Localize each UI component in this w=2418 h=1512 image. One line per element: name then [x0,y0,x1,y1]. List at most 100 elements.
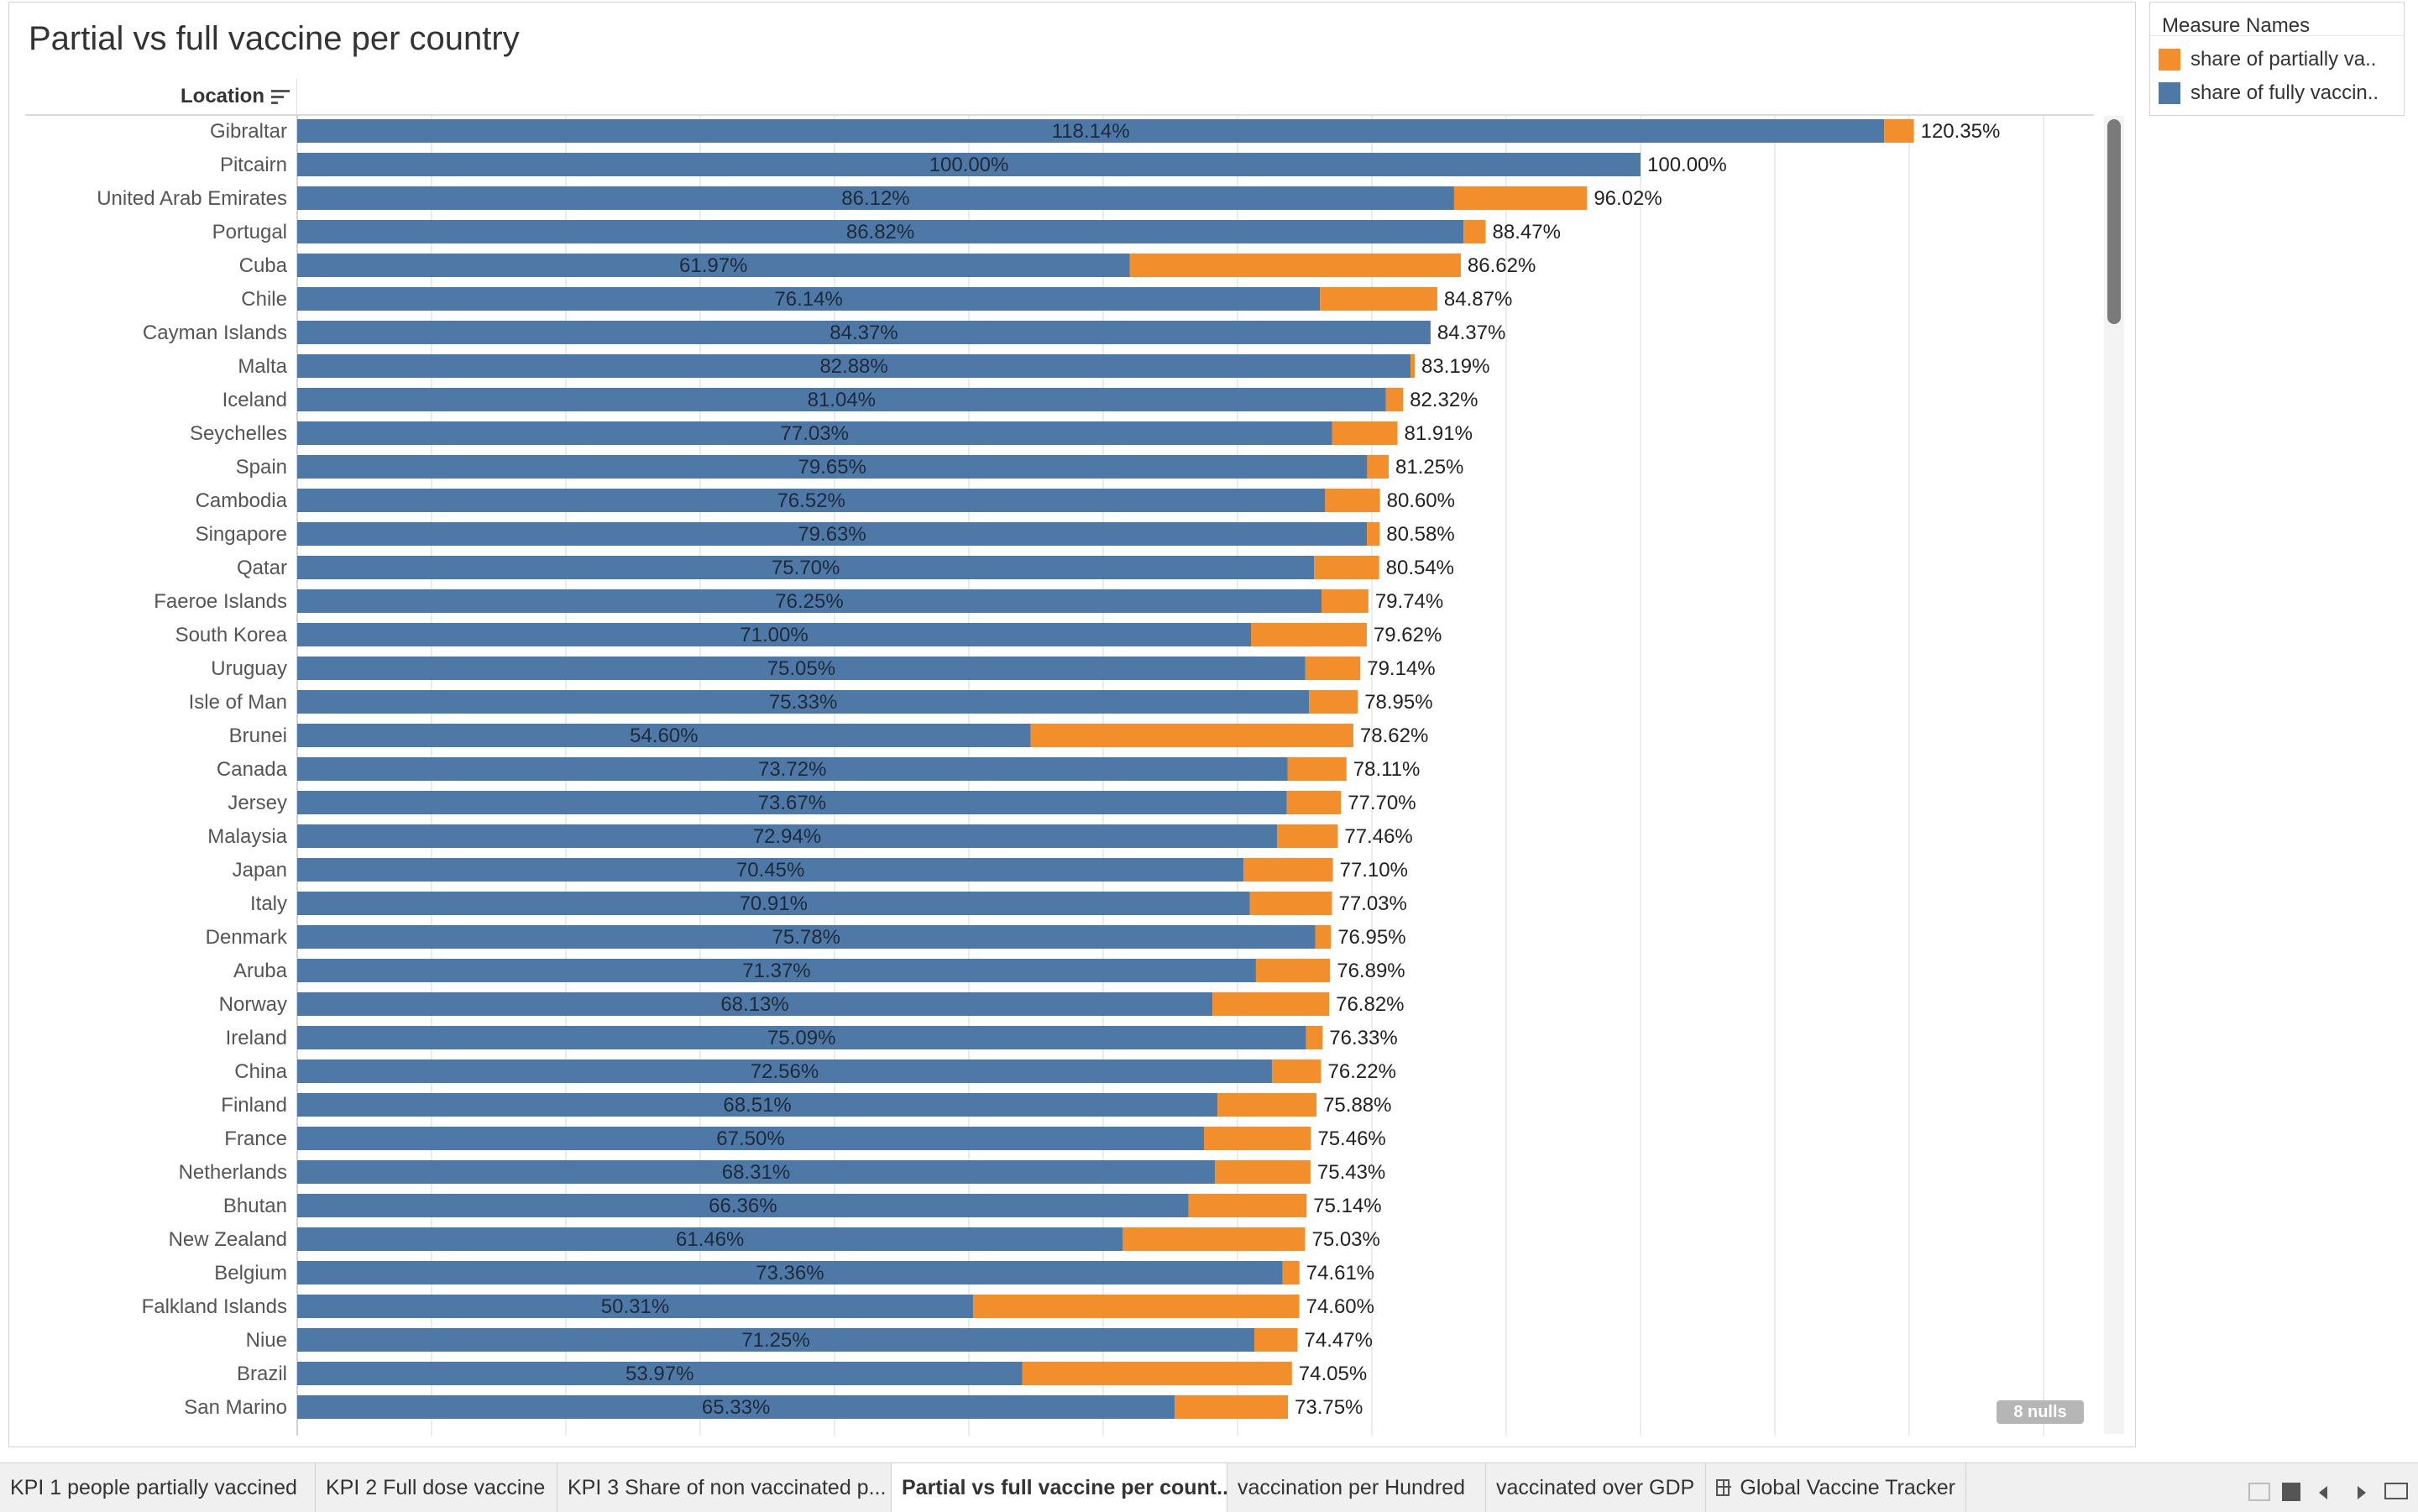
location-label: Brazil [237,1363,287,1385]
full-value-label: 81.04% [808,389,876,411]
location-label: Belgium [214,1262,287,1284]
show-filmstrip-icon[interactable] [2282,1483,2300,1501]
total-value-label: 78.11% [1353,758,1421,781]
tab-global-vaccine-tracker[interactable]: Global Vaccine Tracker [1706,1463,1966,1512]
bar-partial [1214,1160,1311,1184]
full-value-label: 75.78% [772,926,840,949]
full-value-label: 84.37% [830,322,898,344]
vertical-scrollbar[interactable] [2104,116,2124,1434]
bar-full [297,1227,1123,1251]
full-value-label: 76.52% [777,489,845,512]
location-label: Falkland Islands [142,1295,287,1318]
bar-partial [1271,1059,1322,1083]
location-label: Seychelles [190,422,287,445]
stacked-bar-chart[interactable]: Gibraltar 118.14% 120.35% Pitcairn 100.00% 10… [25,116,2094,1436]
previous-sheet-icon[interactable] [2319,1486,2327,1499]
full-value-label: 73.72% [758,758,826,781]
total-value-label: 75.14% [1313,1195,1381,1217]
bar-full [297,1295,973,1318]
location-label: Cuba [239,254,288,277]
legend-label-partial: share of partially va.. [2190,48,2377,71]
full-value-label: 71.00% [740,624,808,646]
scrollbar-thumb[interactable] [2107,119,2121,324]
location-label: United Arab Emirates [97,187,287,210]
bar-partial [1385,388,1404,411]
bar-full [297,892,1250,915]
total-value-label: 77.70% [1348,792,1416,814]
location-label: Denmark [206,926,288,949]
tab-kpi-2[interactable]: KPI 2 Full dose vaccine [316,1463,557,1512]
full-value-label: 75.09% [767,1027,835,1049]
next-sheet-icon[interactable] [2358,1486,2366,1499]
total-value-label: 74.60% [1306,1295,1374,1318]
bar-partial [1314,556,1379,579]
location-label: Finland [221,1094,287,1117]
bar-partial [1367,455,1389,479]
location-label: Aruba [233,960,288,982]
bar-full [297,589,1322,613]
presentation-mode-icon[interactable] [2384,1483,2408,1499]
location-label: Pitcairn [220,154,287,176]
tab-vaccination-per-hundred[interactable]: vaccination per Hundred [1227,1463,1486,1512]
bar-partial [1243,858,1333,882]
bar-partial [1332,421,1398,445]
location-label: Gibraltar [210,120,287,143]
total-value-label: 80.54% [1386,557,1454,579]
full-value-label: 61.46% [676,1228,744,1251]
tab-kpi-3[interactable]: KPI 3 Share of non vaccinated p... [557,1463,892,1512]
tab-label: vaccinated over GDP [1496,1475,1695,1499]
tab-vaccinated-over-gdp[interactable]: vaccinated over GDP [1486,1463,1706,1512]
bar-partial [1453,186,1588,210]
legend-item-full[interactable]: share of fully vaccin.. [2150,76,2404,110]
tab-label: Partial vs full vaccine per count... [902,1475,1227,1499]
legend-swatch-partial [2159,49,2180,71]
total-value-label: 79.62% [1374,624,1442,646]
bar-partial [1367,522,1380,546]
total-value-label: 84.37% [1437,322,1505,344]
location-label: Isle of Man [189,691,287,714]
bar-full [297,1261,1283,1284]
bar-partial [972,1295,1300,1318]
bar-partial [1306,1026,1323,1049]
total-value-label: 75.43% [1317,1161,1385,1184]
total-value-label: 86.62% [1468,254,1536,277]
bar-partial [1287,757,1347,781]
full-value-label: 70.91% [740,892,808,915]
show-sheets-icon[interactable] [2248,1483,2270,1501]
total-value-label: 77.10% [1340,859,1408,882]
bar-full [297,455,1368,479]
total-value-label: 78.62% [1360,725,1428,747]
total-value-label: 120.35% [1921,120,2001,143]
sort-descending-icon[interactable] [271,88,290,105]
bar-partial [1175,1395,1288,1419]
location-label: Canada [217,758,288,781]
full-value-label: 100.00% [929,154,1009,176]
bar-full [297,657,1306,680]
total-value-label: 100.00% [1647,154,1727,176]
location-label: Jersey [228,792,287,814]
legend-item-partial[interactable]: share of partially va.. [2150,43,2404,76]
total-value-label: 76.82% [1336,993,1404,1016]
bar-partial [1123,1227,1306,1251]
legend-swatch-full [2159,82,2180,104]
bar-partial [1282,1261,1300,1284]
nulls-indicator[interactable]: 8 nulls [1997,1400,2084,1424]
bar-partial [1277,824,1338,848]
legend-title: Measure Names [2150,3,2404,37]
bar-partial [1217,1093,1317,1117]
bar-partial [1204,1127,1311,1150]
bar-partial [1030,724,1353,747]
tab-kpi-1[interactable]: KPI 1 people partially vaccined [0,1463,316,1512]
full-value-label: 66.36% [709,1195,777,1217]
tab-partial-vs-full[interactable]: Partial vs full vaccine per count... [892,1463,1227,1512]
legend-label-full: share of fully vaccin.. [2190,81,2379,104]
location-label: Brunei [229,725,287,747]
full-value-label: 71.25% [741,1329,809,1352]
location-label: Faeroe Islands [154,590,287,613]
full-value-label: 70.45% [736,859,804,882]
bar-full [297,1127,1204,1150]
location-header[interactable]: Location [25,79,297,114]
bar-partial [1254,1328,1298,1352]
bar-full [297,1395,1175,1419]
location-label: Japan [233,859,287,882]
